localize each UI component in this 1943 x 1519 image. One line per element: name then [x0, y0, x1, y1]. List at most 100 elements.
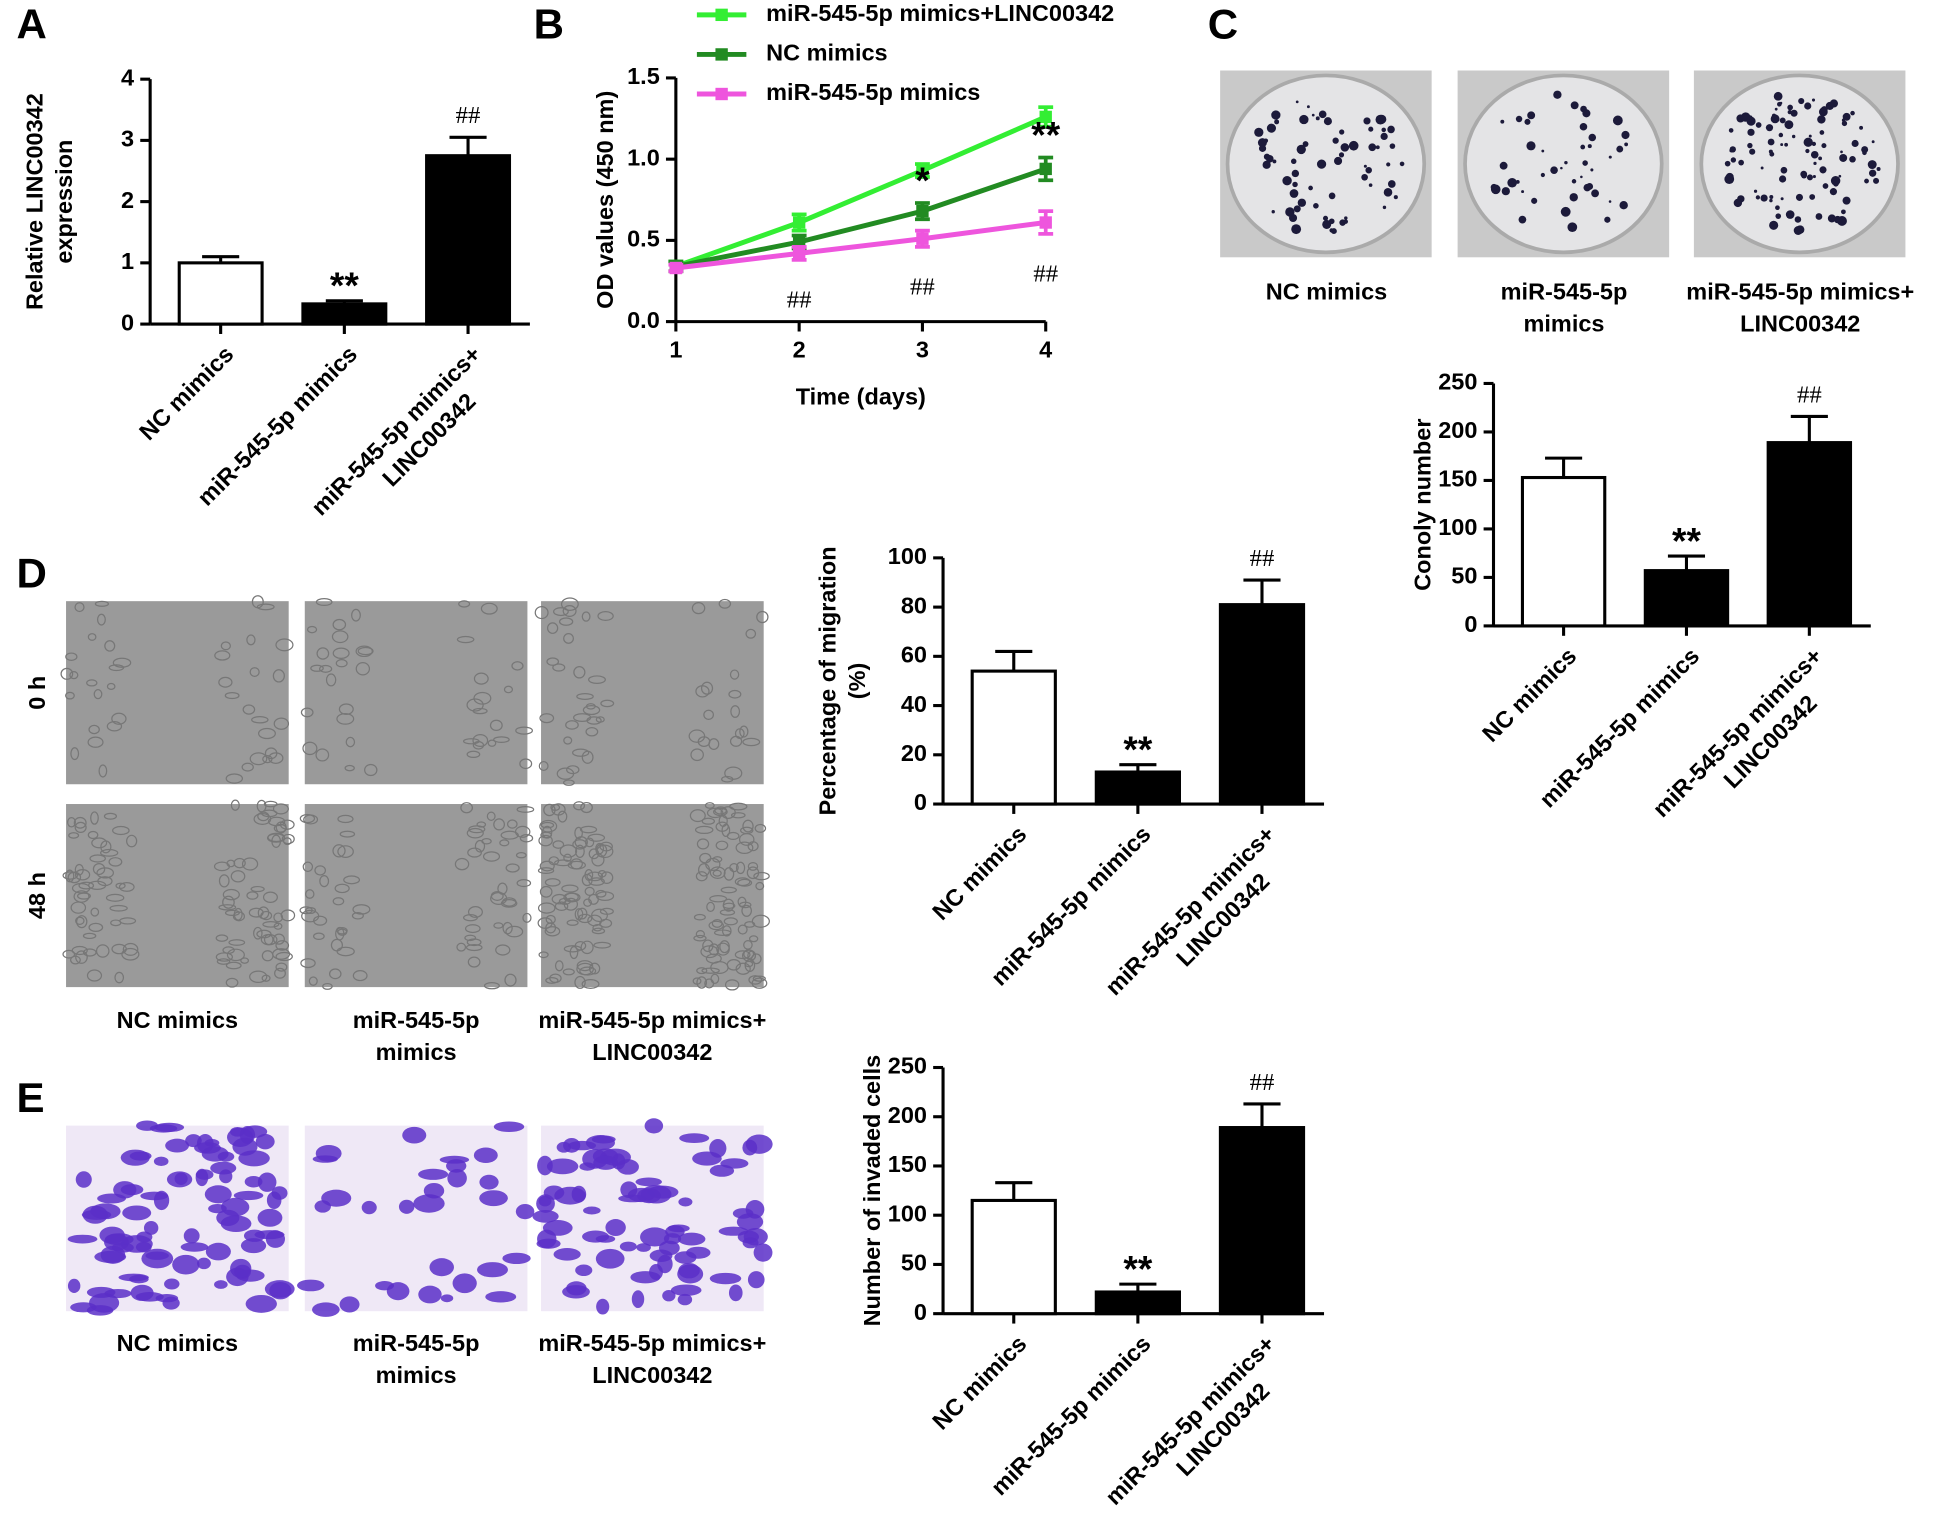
cell — [246, 891, 259, 900]
cell — [572, 748, 590, 757]
cell — [561, 884, 579, 893]
cell — [180, 1242, 209, 1252]
cell — [756, 610, 769, 624]
colony — [1769, 220, 1779, 230]
cell — [747, 861, 759, 871]
x-tick-label: NC mimics — [927, 821, 1031, 925]
y-tick-label: 50 — [1451, 563, 1477, 589]
cell — [297, 1279, 325, 1292]
cell — [545, 976, 559, 984]
colony — [1540, 172, 1545, 178]
colony — [1724, 160, 1731, 167]
cell — [581, 873, 593, 887]
image-caption: mimics — [1524, 311, 1605, 337]
cell — [515, 726, 533, 735]
colony — [1318, 110, 1327, 119]
marker — [916, 232, 929, 245]
cell — [185, 1134, 202, 1148]
significance: ## — [910, 274, 935, 301]
cell — [337, 814, 354, 824]
cell — [562, 779, 575, 786]
image-caption: miR-545-5p mimics+ — [538, 1330, 766, 1356]
colony — [1812, 175, 1816, 179]
colony — [1587, 144, 1592, 149]
colony — [1586, 183, 1594, 190]
cell — [720, 1158, 749, 1169]
cell — [316, 647, 330, 660]
legend-marker — [715, 87, 728, 101]
image-caption: miR-545-5p — [353, 1007, 480, 1033]
cell — [265, 1230, 286, 1248]
cell — [709, 895, 728, 903]
colony — [1784, 120, 1794, 130]
cell — [62, 871, 79, 880]
colony — [1293, 205, 1301, 213]
colony — [1363, 164, 1367, 168]
cell — [728, 1284, 743, 1302]
cell — [355, 662, 371, 676]
colony — [1753, 189, 1758, 193]
colony — [1755, 122, 1762, 128]
cell — [140, 1191, 169, 1201]
cell — [742, 1139, 758, 1156]
cell — [539, 713, 555, 724]
cell — [692, 977, 702, 985]
cell — [249, 667, 260, 677]
colony — [1793, 226, 1803, 235]
cell — [599, 907, 614, 915]
cell — [214, 1280, 228, 1289]
cell — [352, 904, 371, 915]
cell — [452, 1273, 477, 1294]
cell — [266, 1191, 282, 1210]
colony — [1266, 123, 1277, 133]
colony — [1332, 137, 1339, 144]
colony — [1841, 209, 1846, 215]
cell — [273, 912, 284, 923]
cell — [262, 920, 280, 928]
cell — [253, 926, 263, 940]
photo-bg — [304, 804, 528, 988]
cell — [538, 834, 553, 847]
cell — [220, 641, 231, 651]
cell — [337, 845, 354, 858]
significance: ## — [1797, 381, 1822, 408]
cell — [135, 1241, 152, 1253]
cell — [121, 947, 140, 961]
cell — [502, 1252, 531, 1265]
cell — [755, 881, 765, 891]
cell — [464, 934, 477, 942]
photo — [1220, 70, 1432, 258]
legend-label: NC mimics — [766, 40, 887, 66]
cell — [239, 1125, 256, 1144]
cell — [563, 736, 573, 745]
cell — [701, 817, 716, 825]
cell — [313, 915, 328, 926]
colony — [1383, 188, 1393, 197]
colony — [1291, 224, 1302, 235]
y-tick-label: 4 — [121, 64, 134, 90]
colony — [1769, 194, 1774, 199]
cell — [562, 968, 575, 976]
colony — [1775, 205, 1780, 211]
cell — [742, 737, 761, 747]
cell — [595, 1248, 625, 1269]
colony — [1344, 216, 1348, 220]
cell — [275, 962, 288, 972]
cell — [60, 667, 74, 680]
cell — [344, 764, 355, 772]
photo-bg — [66, 601, 289, 785]
colony — [1768, 149, 1773, 154]
significance: ## — [1033, 261, 1058, 288]
cell — [542, 1220, 573, 1236]
colony — [1308, 185, 1313, 191]
cell — [245, 1294, 277, 1313]
cell — [579, 966, 597, 976]
colony — [1755, 195, 1761, 200]
y-axis-label: Relative LINC00342 — [22, 93, 48, 310]
photo — [60, 595, 294, 785]
cell — [69, 671, 79, 680]
cell — [113, 1181, 137, 1199]
cell — [563, 633, 574, 644]
cell — [105, 893, 125, 902]
colony — [1785, 210, 1795, 219]
